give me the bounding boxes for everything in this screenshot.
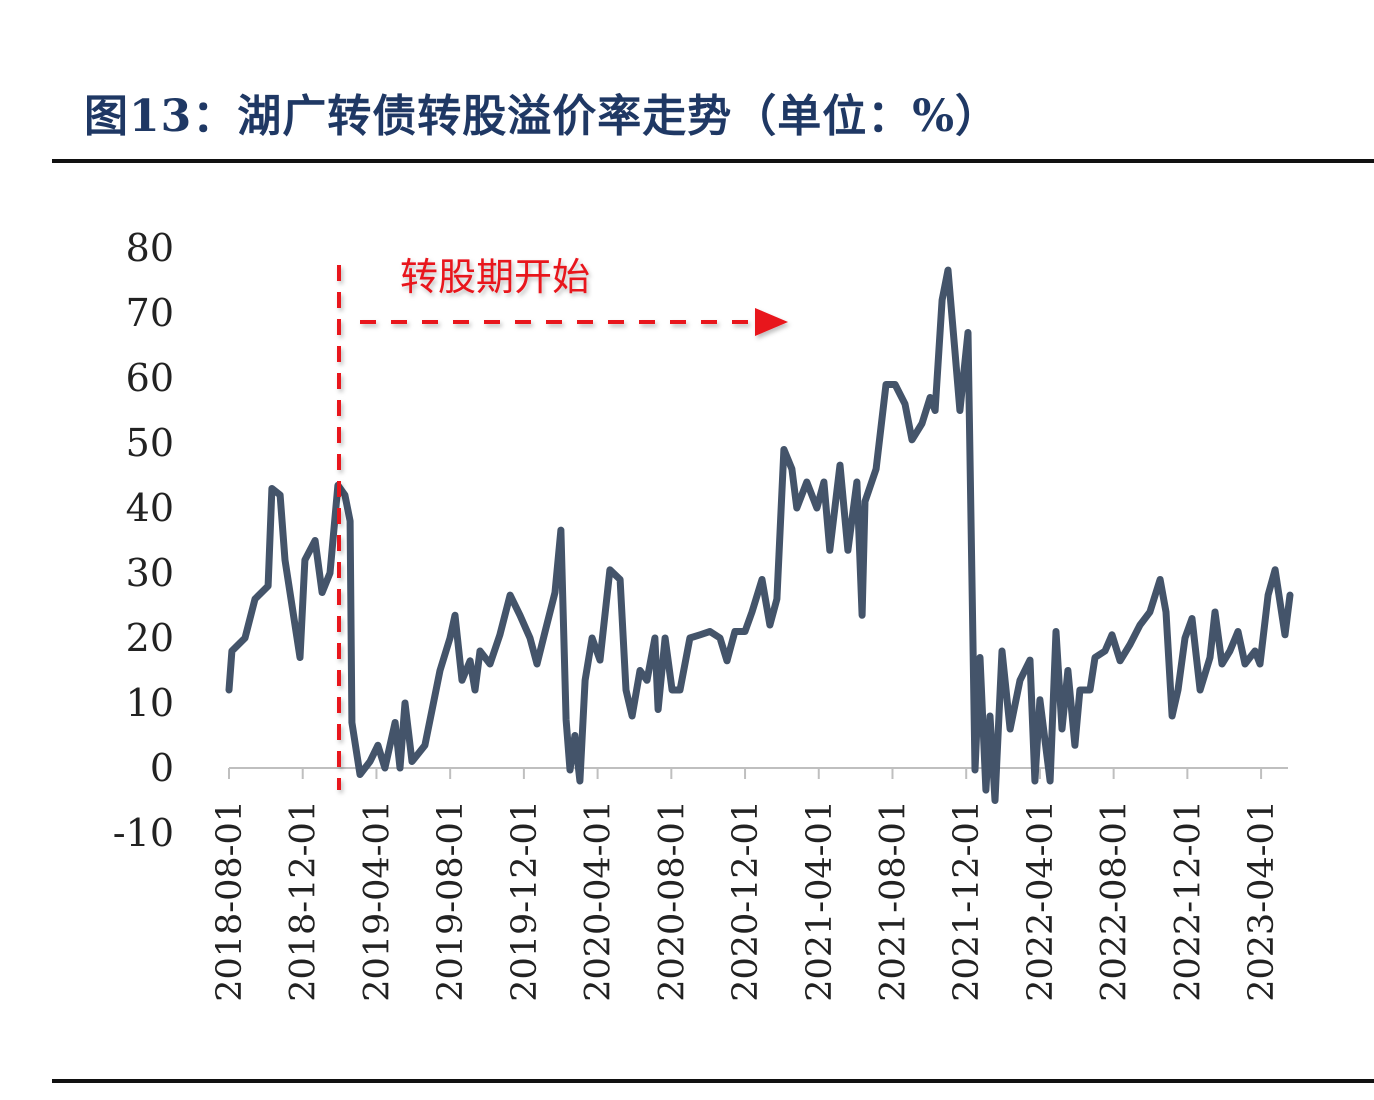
- x-tick-label: 2019-08-01: [431, 800, 471, 1002]
- y-tick-label: 40: [126, 486, 174, 530]
- y-tick-label: -10: [113, 811, 174, 855]
- bottom-rule: [52, 1079, 1374, 1083]
- x-tick-label: 2020-08-01: [652, 800, 692, 1002]
- y-tick-label: 0: [150, 746, 174, 790]
- x-tick-label: 2018-12-01: [284, 800, 324, 1002]
- x-tick-label: 2022-04-01: [1021, 800, 1061, 1002]
- chart-title: 图13：湖广转债转股溢价率走势（单位：%）: [84, 91, 1001, 142]
- x-tick-label: 2021-08-01: [873, 800, 913, 1002]
- x-tick-label: 2020-04-01: [579, 800, 619, 1002]
- x-tick-label: 2020-12-01: [726, 800, 766, 1002]
- x-tick-label: 2018-08-01: [210, 800, 250, 1002]
- annotation-label: 转股期开始: [400, 255, 590, 299]
- x-tick-label: 2021-12-01: [947, 800, 987, 1002]
- x-tick-label: 2023-04-01: [1242, 800, 1282, 1002]
- y-tick-label: 30: [126, 551, 174, 595]
- x-tick-label: 2019-04-01: [357, 800, 397, 1002]
- arrow-head-icon: [755, 308, 788, 336]
- x-tick-label: 2019-12-01: [505, 800, 545, 1002]
- x-tick-label: 2022-12-01: [1168, 800, 1208, 1002]
- y-tick-label: 10: [126, 681, 174, 725]
- y-tick-label: 50: [126, 421, 174, 465]
- y-tick-label: 60: [126, 356, 174, 400]
- y-tick-label: 20: [126, 616, 174, 660]
- x-tick-label: 2022-08-01: [1095, 800, 1135, 1002]
- premium-rate-line: [225, 266, 1294, 804]
- x-tick-label: 2021-04-01: [800, 800, 840, 1002]
- top-rule: [52, 159, 1374, 163]
- y-tick-label: 80: [126, 226, 174, 270]
- y-tick-label: 70: [126, 291, 174, 335]
